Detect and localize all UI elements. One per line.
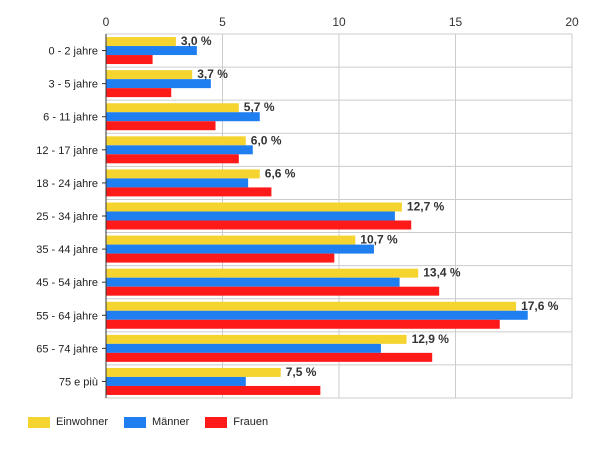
bar-einwohner-8[interactable] xyxy=(106,301,517,311)
legend-item-frauen[interactable]: Frauen xyxy=(205,416,268,428)
bar-einwohner-5[interactable] xyxy=(106,202,402,212)
legend-swatch-frauen xyxy=(205,416,228,428)
grid xyxy=(105,33,573,399)
bar-einwohner-10[interactable] xyxy=(106,367,281,377)
data-label: 3,7 % xyxy=(197,67,228,81)
bar-frauen-7[interactable] xyxy=(106,286,440,296)
labels: 3,0 % 3,7 % 5,7 % 6,0 % 6,6 % 12,7 % 10,7 % 13,… xyxy=(181,34,559,379)
x-tick-label: 5 xyxy=(219,15,226,29)
bar-mnner-9[interactable] xyxy=(106,343,381,353)
data-label: 3,0 % xyxy=(181,34,212,48)
category-label: 12 - 17 jahre xyxy=(36,145,98,157)
bar-frauen-8[interactable] xyxy=(106,319,500,329)
bar-einwohner-0[interactable] xyxy=(106,37,176,47)
bar-mnner-3[interactable] xyxy=(106,145,253,155)
data-label: 6,6 % xyxy=(265,166,296,180)
category-label: 65 - 74 jahre xyxy=(36,343,98,355)
legend-item-einwohner[interactable]: Einwohner xyxy=(28,416,108,428)
bar-frauen-9[interactable] xyxy=(106,352,433,362)
legend-item-maenner[interactable]: Männer xyxy=(123,416,190,428)
category-label: 18 - 24 jahre xyxy=(36,178,98,190)
bar-einwohner-9[interactable] xyxy=(106,334,407,344)
data-label: 6,0 % xyxy=(251,133,282,147)
x-tick-label: 10 xyxy=(332,15,346,29)
x-tick-label: 20 xyxy=(565,15,579,29)
data-label: 7,5 % xyxy=(286,365,317,379)
bar-mnner-10[interactable] xyxy=(106,376,246,386)
data-label: 5,7 % xyxy=(244,100,275,114)
data-label: 12,7 % xyxy=(407,200,445,214)
category-label: 45 - 54 jahre xyxy=(36,277,98,289)
bar-einwohner-4[interactable] xyxy=(106,169,260,179)
category-label: 35 - 44 jahre xyxy=(36,244,98,256)
bar-frauen-1[interactable] xyxy=(106,88,172,98)
bar-einwohner-3[interactable] xyxy=(106,136,246,146)
legend-label-frauen: Frauen xyxy=(233,416,269,428)
bar-mnner-7[interactable] xyxy=(106,277,400,287)
bar-mnner-2[interactable] xyxy=(106,112,260,122)
legend-label-maenner: Männer xyxy=(151,416,190,428)
legend-swatch-maenner xyxy=(123,416,146,428)
category-label: 6 - 11 jahre xyxy=(43,112,98,124)
bar-mnner-8[interactable] xyxy=(106,310,528,320)
bar-mnner-0[interactable] xyxy=(106,46,197,56)
bar-einwohner-2[interactable] xyxy=(106,103,239,113)
bar-frauen-5[interactable] xyxy=(106,220,412,230)
bar-einwohner-7[interactable] xyxy=(106,268,419,278)
bar-mnner-5[interactable] xyxy=(106,211,395,221)
bar-mnner-6[interactable] xyxy=(106,244,374,254)
bar-mnner-4[interactable] xyxy=(106,178,249,188)
data-label: 13,4 % xyxy=(423,266,461,280)
legend-label-einwohner: Einwohner xyxy=(56,416,108,428)
bar-einwohner-1[interactable] xyxy=(106,70,193,80)
legend-swatch-einwohner xyxy=(28,416,50,428)
axes: 0 5 10 15 20 0 - 2 jahre 3 - 5 jahre 6 - 11 jah… xyxy=(36,15,579,398)
category-label: 25 - 34 jahre xyxy=(36,211,98,223)
legend: Einwohner Männer Frauen xyxy=(28,416,284,428)
x-tick-label: 15 xyxy=(449,15,463,29)
bar-frauen-4[interactable] xyxy=(106,187,272,197)
category-label: 55 - 64 jahre xyxy=(36,310,98,322)
bar-frauen-3[interactable] xyxy=(106,154,239,164)
category-label: 0 - 2 jahre xyxy=(48,46,98,58)
data-label: 12,9 % xyxy=(412,332,450,346)
x-tick-label: 0 xyxy=(103,15,110,29)
bar-einwohner-6[interactable] xyxy=(106,235,356,245)
bar-frauen-10[interactable] xyxy=(106,385,321,395)
bar-frauen-0[interactable] xyxy=(106,55,153,65)
data-label: 10,7 % xyxy=(360,233,398,247)
category-label: 75 e più xyxy=(59,376,98,388)
bar-frauen-6[interactable] xyxy=(106,253,335,263)
bar-frauen-2[interactable] xyxy=(106,121,216,131)
bar-mnner-1[interactable] xyxy=(106,79,211,89)
bars xyxy=(106,37,528,395)
data-label: 17,6 % xyxy=(521,299,559,313)
category-label: 3 - 5 jahre xyxy=(48,79,98,91)
